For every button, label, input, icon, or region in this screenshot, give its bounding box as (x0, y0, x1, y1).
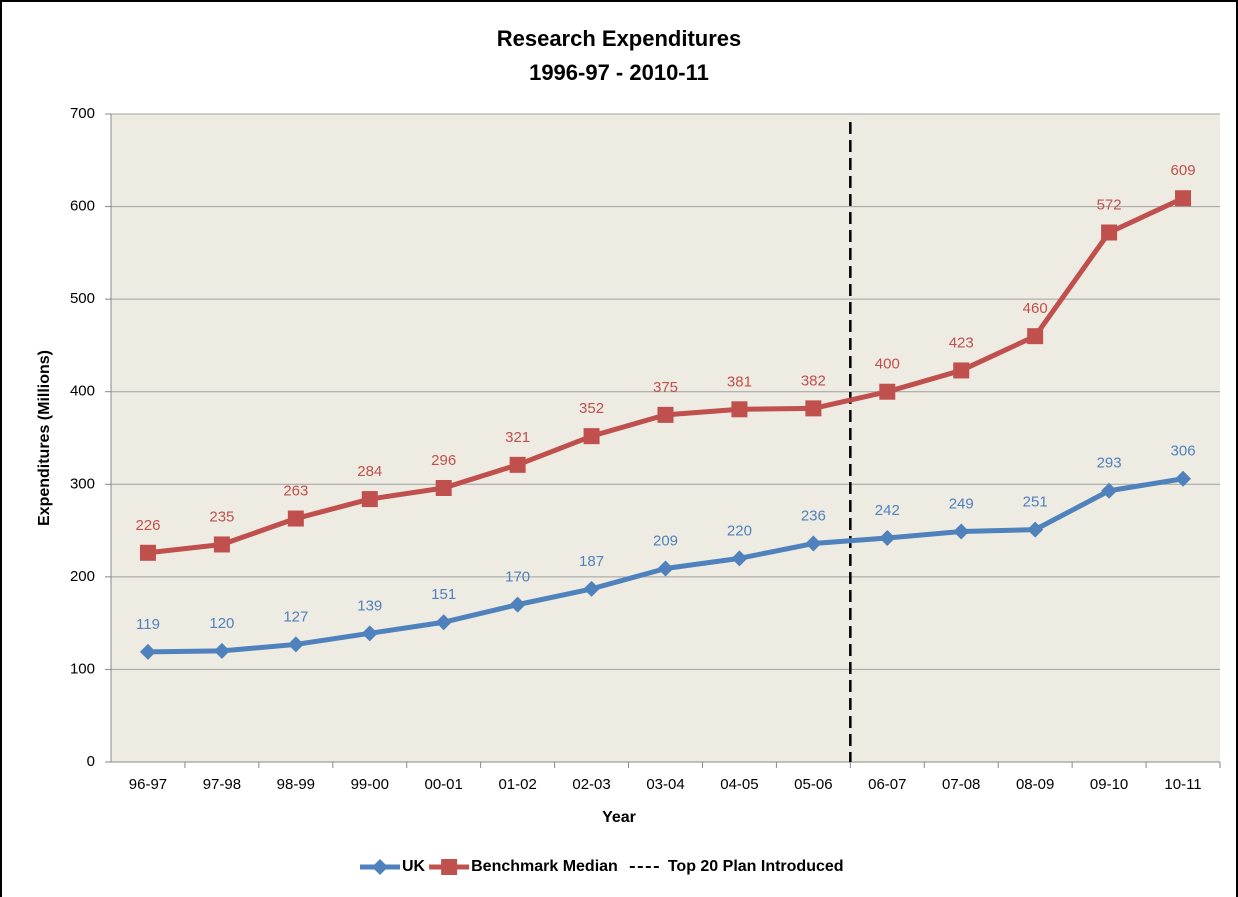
x-tick-label: 98-99 (277, 776, 315, 793)
x-tick-label: 99-00 (351, 776, 389, 793)
legend-label: Top 20 Plan Introduced (668, 858, 844, 875)
point-marker (805, 535, 822, 552)
data-label: 296 (431, 452, 456, 469)
data-label: 119 (136, 616, 160, 633)
point-marker (361, 491, 378, 508)
y-tick-label: 0 (87, 753, 95, 770)
point-marker (435, 614, 452, 631)
x-tick-label: 00-01 (425, 776, 463, 793)
x-axis-label: Year (602, 809, 636, 826)
point-marker (953, 523, 970, 540)
data-label: 242 (875, 502, 900, 519)
point-marker (879, 383, 896, 400)
data-label: 423 (949, 334, 974, 351)
y-tick-label: 600 (70, 198, 95, 215)
data-label: 236 (801, 508, 826, 525)
data-label: 209 (653, 532, 678, 549)
data-label: 400 (875, 356, 900, 373)
point-marker (1101, 482, 1118, 499)
data-label: 151 (431, 586, 456, 603)
point-marker (139, 643, 156, 660)
y-tick-label: 500 (70, 290, 95, 307)
data-label: 139 (357, 597, 382, 614)
point-marker (1027, 521, 1044, 538)
point-marker (435, 479, 452, 496)
point-marker (287, 510, 304, 527)
data-label: 609 (1171, 162, 1196, 179)
data-label: 381 (727, 373, 752, 390)
y-axis-label: Expenditures (Millions) (36, 350, 53, 526)
data-label: 249 (949, 495, 974, 512)
point-marker (509, 456, 526, 473)
data-label: 321 (505, 429, 530, 446)
x-tick-label: 03-04 (646, 776, 684, 793)
point-marker (953, 362, 970, 379)
data-label: 306 (1171, 443, 1196, 460)
x-tick-label: 09-10 (1090, 776, 1128, 793)
data-label: 187 (579, 553, 604, 570)
x-tick-label: 02-03 (572, 776, 610, 793)
point-marker (879, 529, 896, 546)
x-tick-label: 96-97 (129, 776, 167, 793)
data-label: 572 (1097, 196, 1122, 213)
point-marker (1101, 224, 1118, 241)
chart-subtitle: 1996-97 - 2010-11 (529, 60, 709, 85)
x-tick-label: 01-02 (498, 776, 536, 793)
point-marker (372, 859, 388, 875)
data-label: 352 (579, 400, 604, 417)
point-marker (1175, 190, 1192, 207)
data-label: 235 (209, 508, 234, 525)
plot-area (111, 114, 1220, 762)
y-tick-label: 400 (70, 383, 95, 400)
y-tick-label: 300 (70, 475, 95, 492)
y-tick-label: 200 (70, 568, 95, 585)
point-marker (731, 401, 748, 418)
data-label: 120 (209, 615, 234, 632)
chart-title: Research Expenditures (497, 26, 742, 51)
point-marker (361, 625, 378, 642)
point-marker (805, 400, 822, 417)
data-label: 375 (653, 379, 678, 396)
point-marker (583, 428, 600, 445)
point-marker (509, 596, 526, 613)
x-tick-label: 06-07 (868, 776, 906, 793)
data-label: 460 (1023, 300, 1048, 317)
point-marker (213, 642, 230, 659)
x-tick-label: 05-06 (794, 776, 832, 793)
point-marker (441, 859, 458, 875)
point-marker (657, 560, 674, 577)
point-marker (731, 550, 748, 567)
data-label: 263 (283, 483, 308, 500)
x-tick-label: 07-08 (942, 776, 980, 793)
legend-label: UK (402, 858, 426, 875)
point-marker (213, 536, 230, 553)
point-marker (1175, 470, 1192, 487)
point-marker (657, 406, 674, 423)
point-marker (139, 544, 156, 561)
point-marker (583, 580, 600, 597)
legend-label: Benchmark Median (471, 858, 618, 875)
data-label: 293 (1097, 455, 1122, 472)
point-marker (1027, 328, 1044, 345)
x-tick-label: 08-09 (1016, 776, 1054, 793)
data-label: 284 (357, 463, 382, 480)
x-tick-label: 04-05 (720, 776, 758, 793)
data-label: 170 (505, 569, 530, 586)
data-label: 226 (135, 517, 160, 534)
point-marker (287, 636, 304, 653)
y-tick-label: 100 (70, 660, 95, 677)
data-label: 127 (283, 608, 308, 625)
x-tick-label: 97-98 (203, 776, 241, 793)
data-label: 220 (727, 522, 752, 539)
y-tick-label: 700 (70, 105, 95, 122)
x-tick-label: 10-11 (1164, 776, 1201, 793)
data-label: 382 (801, 372, 826, 389)
data-label: 251 (1023, 494, 1048, 511)
